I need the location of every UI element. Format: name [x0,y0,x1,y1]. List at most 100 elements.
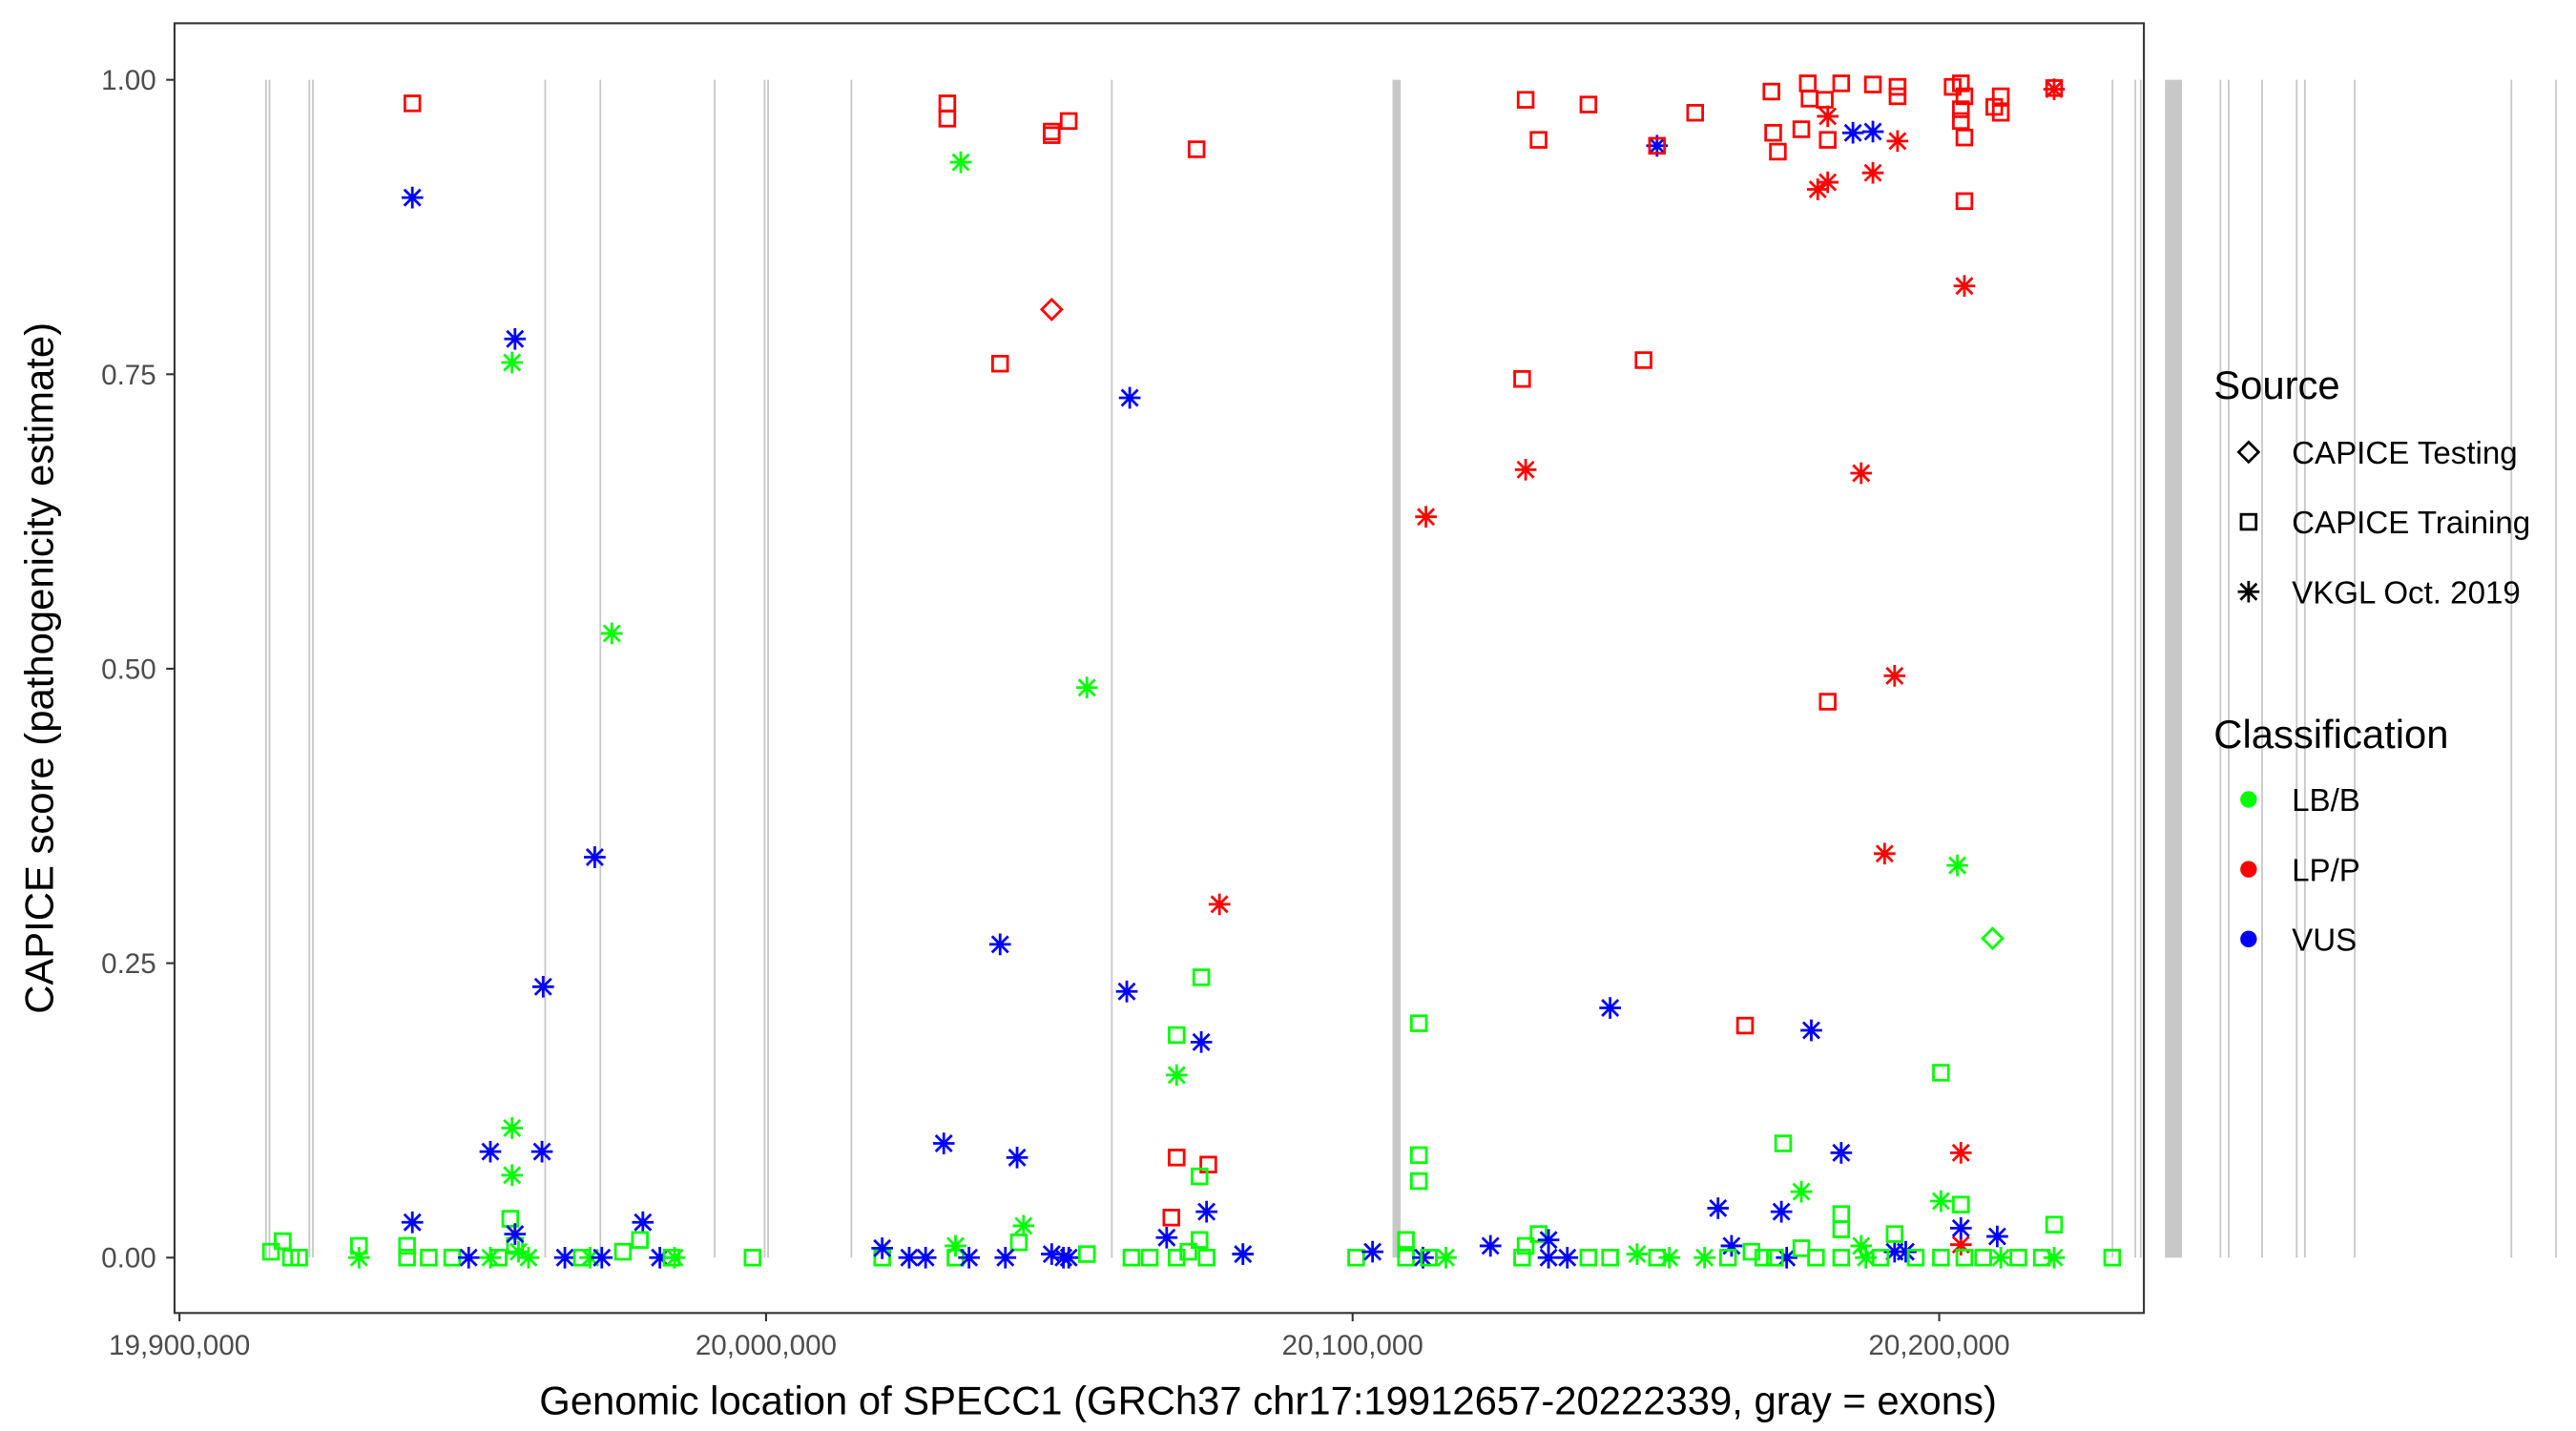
data-point-train [1991,103,2010,122]
exon-band [2134,79,2137,1258]
data-point-vkgl [1930,1190,1952,1213]
data-point-vkgl [1720,1234,1743,1257]
data-point-train [1832,1220,1851,1238]
data-point-train [1397,1231,1415,1249]
data-point-vkgl [584,846,606,868]
y-tick-label: 0.25 [101,948,156,980]
data-point-train [1162,1209,1180,1227]
data-point-vkgl [1693,1246,1715,1269]
data-point-vkgl [501,1164,524,1187]
data-point-vkgl [501,1117,524,1139]
data-point-vkgl [1232,1243,1255,1265]
data-point-vkgl [1886,130,1909,153]
data-point-vkgl [1806,178,1829,200]
exon-bands [264,79,2557,1258]
data-point-train [1718,1249,1737,1267]
data-point-vkgl [553,1246,576,1269]
x-axis: 19,900,000 20,000,000 20,100,000 20,200,000 [109,1313,2010,1361]
data-point-test [1039,297,1064,321]
legend-square-icon [2239,512,2258,531]
data-point-vkgl [1361,1240,1383,1263]
legend-asterisk-icon [2237,580,2260,603]
data-point-vkgl [1817,171,1839,194]
data-point-train [1807,1249,1825,1267]
data-point-train [1191,1231,1209,1249]
data-point-vkgl [479,1140,502,1163]
data-point-train [1686,103,1705,122]
data-point-train [1818,131,1837,149]
legend-color-dot-icon [2240,861,2257,878]
legend-source-label: CAPICE Training [2292,506,2530,541]
exon-band [2354,79,2357,1258]
data-point-vkgl [1412,1246,1434,1269]
data-point-train [1792,120,1811,138]
data-point-vkgl [2043,78,2066,100]
data-point-train [2009,1249,2027,1267]
data-point-vkgl [1075,676,1098,699]
x-tick-label: 20,200,000 [1868,1330,2009,1361]
legend-class-label: LB/B [2292,783,2360,819]
x-tick-label: 20,100,000 [1282,1330,1423,1361]
data-point-train [1955,128,1974,147]
data-point-vkgl [531,975,554,998]
data-point-train [1818,693,1837,711]
data-point-train [1764,123,1782,142]
data-point-vkgl [1415,506,1437,529]
data-point-vkgl [1770,1200,1793,1223]
data-point-train [403,94,422,113]
data-point-vkgl [401,186,424,209]
data-point-vkgl [914,1246,937,1269]
data-point-train [1516,91,1535,109]
legend-classification-items: LB/B LP/P VUS [2240,783,2360,959]
legend: Source CAPICE Testing CAPICE Training VKGL… [2213,363,2530,958]
data-point-train [1529,131,1548,149]
exon-band [850,79,853,1258]
data-point-vkgl [649,1246,671,1269]
data-point-train [501,1210,520,1228]
data-point-vkgl [1165,1064,1188,1087]
data-point-vkgl [1861,120,1884,143]
data-point-train [1122,1249,1141,1267]
data-point-vkgl [508,1240,530,1263]
data-point-train [1906,1249,1925,1267]
data-point-train [1885,1225,1904,1243]
data-point-vkgl [591,1246,613,1269]
y-tick-label: 0.50 [101,653,156,685]
x-axis-title: Genomic location of SPECC1 (GRCh37 chr17… [539,1379,1997,1423]
data-point-train [1742,1242,1761,1261]
data-point-train [1955,87,1974,106]
data-point-train [398,1236,416,1255]
data-point-train [1769,142,1787,161]
data-point-train [991,354,1009,373]
data-point-vkgl [401,1211,424,1234]
exon-band [714,79,717,1258]
data-point-vkgl [579,1246,601,1269]
exon-band [2510,79,2513,1258]
legend-class-label: VUS [2292,923,2357,959]
data-point-vkgl [501,351,524,374]
legend-class-title: Classification [2213,712,2448,757]
legend-source-title: Source [2213,363,2339,407]
data-point-train [1197,1249,1215,1267]
data-point-train [1513,1249,1531,1267]
data-point-train [398,1249,416,1267]
data-point-train [1762,82,1780,101]
legend-color-dot-icon [2240,791,2257,808]
y-tick-label: 0.75 [101,360,156,391]
data-point-vkgl [2043,1246,2066,1269]
data-point-train [1774,1134,1793,1152]
data-point-train [1043,126,1061,144]
legend-class-label: LP/P [2292,853,2360,888]
data-point-train [1513,370,1531,388]
data-point-train [1409,1014,1428,1032]
data-point-vkgl [1118,386,1141,409]
exon-band [2219,79,2222,1258]
data-point-vkgl [1537,1246,1560,1269]
exon-band [2228,79,2230,1258]
y-tick-label: 1.00 [101,65,156,96]
data-point-train [1634,351,1652,369]
data-point-train [938,110,957,128]
data-point-train [1735,1016,1755,1035]
legend-source-label: CAPICE Testing [2292,436,2518,471]
